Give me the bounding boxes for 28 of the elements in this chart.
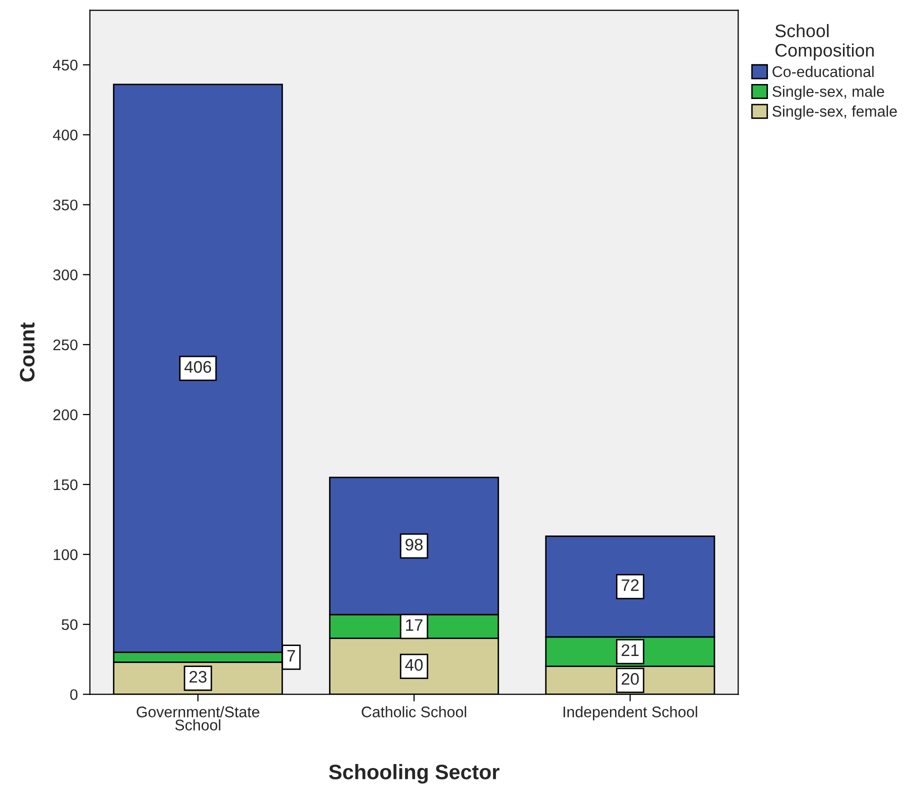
x-tick-label: Independent School — [564, 706, 698, 720]
data-label: 17 — [406, 619, 422, 631]
y-tick-label: 250 — [53, 339, 78, 350]
data-label: 98 — [406, 538, 423, 551]
y-tick-label: 300 — [53, 270, 78, 280]
y-tick-label: 400 — [52, 130, 78, 140]
y-tick-label: 50 — [62, 619, 78, 630]
data-label: 406 — [184, 361, 212, 373]
y-tick-label: 150 — [54, 479, 78, 490]
y-tick-label: 0 — [70, 689, 78, 700]
data-label: 23 — [190, 670, 206, 683]
y-tick-label: 100 — [54, 549, 78, 560]
legend-label: Single-sex, female — [772, 106, 897, 120]
legend-label: Single-sex, male — [772, 86, 884, 100]
y-axis-title: Count — [20, 322, 35, 382]
y-tick-label: 200 — [53, 409, 78, 420]
data-label: 7 — [287, 650, 295, 662]
data-label: 20 — [622, 673, 639, 685]
x-tick-label: Catholic School — [362, 706, 466, 718]
legend-label: Co-educational — [772, 66, 874, 78]
legend-title: School Composition — [775, 24, 874, 60]
x-axis-title: Schooling Sector — [328, 764, 500, 784]
data-label: 40 — [405, 659, 423, 671]
y-tick-label: 350 — [53, 200, 78, 210]
y-tick-label: 450 — [52, 60, 78, 70]
data-label: 21 — [622, 644, 639, 656]
x-tick-label: Government/State School — [136, 706, 260, 730]
data-label: 72 — [622, 579, 639, 591]
